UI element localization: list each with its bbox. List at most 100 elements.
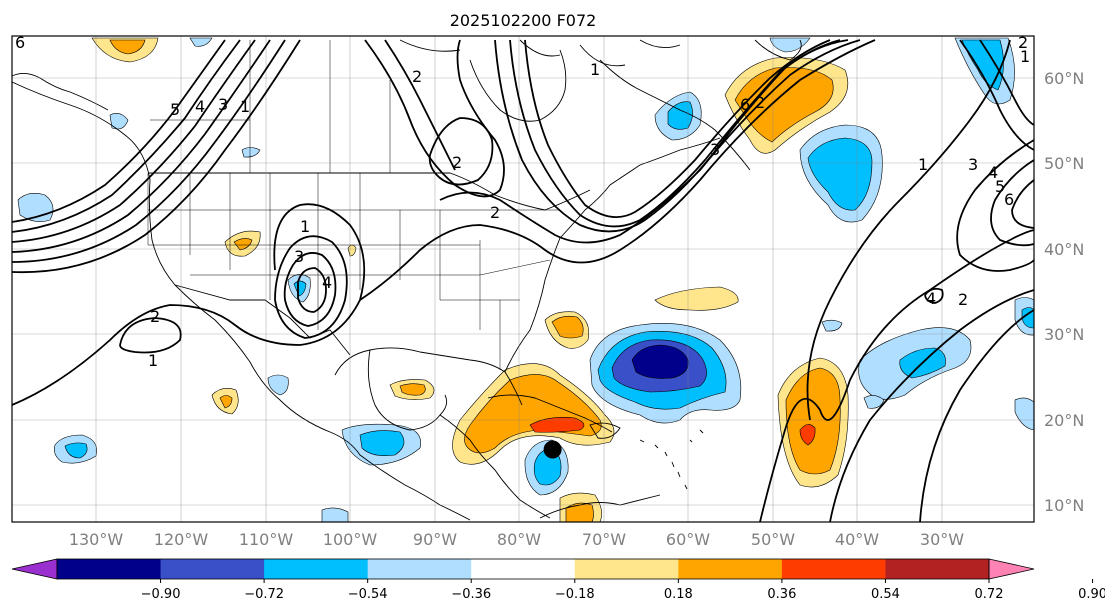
lat-label-40n: 40°N xyxy=(1044,240,1084,259)
greenland-negative-anomaly xyxy=(769,37,811,53)
latitude-labels: 60°N 50°N 40°N 30°N 20°N 10°N xyxy=(1044,69,1084,515)
hispaniola-coastline xyxy=(589,422,621,439)
contour-label: 2 xyxy=(490,203,500,222)
gulf-coastline xyxy=(334,347,523,406)
central-america-coastline xyxy=(439,414,551,519)
florida-positive-anomaly-core xyxy=(551,315,584,339)
contour-trough-1 xyxy=(364,39,505,198)
coastlines-and-borders xyxy=(11,39,802,521)
lon-label-30w: 30°W xyxy=(920,530,964,549)
colorbar-segment xyxy=(264,559,369,579)
contour-ridge-5 xyxy=(524,39,831,219)
north-pacific-negative-anomaly-2 xyxy=(241,147,261,158)
atlantic-positive-anomaly-core xyxy=(785,367,841,475)
gulf-positive-anomaly-core xyxy=(399,383,426,396)
colorbar-segment xyxy=(678,559,783,579)
lon-label-60w: 60°W xyxy=(666,530,710,549)
contour-label: 6 xyxy=(740,95,750,114)
cuba-coastline xyxy=(487,394,613,433)
contour-label: 1 xyxy=(918,155,928,174)
contour-lines xyxy=(11,39,1035,523)
colorbar-tick-label: −0.54 xyxy=(348,587,388,602)
contour-label: 2 xyxy=(452,153,462,172)
contour-label: 4 xyxy=(195,97,205,116)
lon-label-120w: 120°W xyxy=(154,530,209,549)
lon-label-40w: 40°W xyxy=(835,530,879,549)
contour-east-8 xyxy=(959,39,1035,151)
colorbar-tick-label: −0.36 xyxy=(451,587,491,602)
gridlines xyxy=(12,36,1034,522)
contour-west-5 xyxy=(11,39,286,263)
contour-label: 4 xyxy=(926,289,936,308)
bahamas-negative-anomaly xyxy=(821,319,843,332)
colorbar-frame xyxy=(56,558,990,580)
north-atlantic-negative-anomaly-core xyxy=(807,137,873,211)
atlantic-positive-anomaly-strong xyxy=(799,424,816,446)
contour-label: 3 xyxy=(218,95,228,114)
top-positive-anomaly-core xyxy=(109,39,146,55)
contour-label: 1 xyxy=(1020,47,1030,66)
contour-label: 4 xyxy=(988,163,998,182)
longitude-labels: 130°W 120°W 110°W 100°W 90°W 80°W 70°W 6… xyxy=(69,530,964,549)
contour-trough-3 xyxy=(384,39,456,171)
colorbar-tick-label: −0.18 xyxy=(555,587,595,602)
contour-ridge-4 xyxy=(494,39,849,233)
contour-east-small xyxy=(924,287,944,304)
colorbar-tick-label: 0.36 xyxy=(767,587,796,602)
gulf-of-mexico-negative-anomaly-core xyxy=(359,430,405,456)
contour-low-3 xyxy=(283,252,337,327)
colorbar-segment xyxy=(367,559,472,579)
pacific-negative-anomaly-core xyxy=(64,442,88,459)
map-panel: 6 5 4 3 2 1 2 2 1 2 3 4 1 6 3 2 1 1 2 3 … xyxy=(11,33,1035,523)
contour-west-6 xyxy=(11,39,301,274)
colorbar-extend-min xyxy=(11,558,58,580)
contour-label: 2 xyxy=(412,67,422,86)
negative-anomaly-shading xyxy=(17,37,1035,523)
figure-title: 2025102200 F072 xyxy=(450,11,597,30)
labrador-negative-anomaly-core xyxy=(667,101,693,130)
colorbar-extend-max xyxy=(988,558,1035,580)
arctic-islands-coastline xyxy=(399,39,681,67)
lon-label-90w: 90°W xyxy=(413,530,457,549)
colorbar-tick-label: 0.90 xyxy=(1078,587,1105,602)
contour-east-6 xyxy=(990,159,1035,247)
storm-position-marker xyxy=(543,440,562,459)
contour-label: 3 xyxy=(710,140,720,159)
contour-ridge-3 xyxy=(509,39,841,228)
greenland-coastline xyxy=(754,39,802,61)
contour-east-7 xyxy=(1011,179,1035,229)
lat-label-50n: 50°N xyxy=(1044,154,1084,173)
contour-east-3 xyxy=(806,39,1011,421)
contour-label: 1 xyxy=(148,351,158,370)
contour-low-1 xyxy=(11,203,366,406)
canadian-provinces xyxy=(150,40,391,173)
contour-east-9 xyxy=(979,39,1035,126)
contour-label: 6 xyxy=(15,33,25,52)
colorbar-segment xyxy=(885,559,990,579)
caribbean-positive-anomaly-core xyxy=(464,374,602,454)
lon-label-80w: 80°W xyxy=(497,530,541,549)
contour-label: 6 xyxy=(1004,190,1014,209)
contour-east-4 xyxy=(919,309,1035,523)
positive-anomaly-shading xyxy=(91,37,849,523)
yucatan-coastline xyxy=(367,349,448,431)
colorbar-ticks: −0.90 −0.72 −0.54 −0.36 −0.18 0.18 0.36 0.54 0.7… xyxy=(141,579,1105,602)
subtropical-positive-anomaly xyxy=(654,286,739,311)
colorbar-tick-label: −0.72 xyxy=(244,587,284,602)
colorbar-tick-label: −0.90 xyxy=(141,587,181,602)
contour-label: 1 xyxy=(240,97,250,116)
pacific-northwest-negative-anomaly xyxy=(321,507,349,523)
contour-label: 2 xyxy=(1018,33,1028,52)
contour-pacific-2 xyxy=(119,317,182,354)
contour-label: 2 xyxy=(755,93,765,112)
contour-east-5 xyxy=(956,139,1035,272)
labrador-coastline xyxy=(599,59,751,171)
contour-label: 3 xyxy=(968,155,978,174)
colorbar-segment xyxy=(471,559,576,579)
mexico-negative-anomaly xyxy=(267,374,289,396)
lat-label-20n: 20°N xyxy=(1044,411,1084,430)
caribbean-islands xyxy=(639,429,704,490)
colorbar-tick-label: 0.72 xyxy=(975,587,1004,602)
contour-label: 3 xyxy=(294,247,304,266)
